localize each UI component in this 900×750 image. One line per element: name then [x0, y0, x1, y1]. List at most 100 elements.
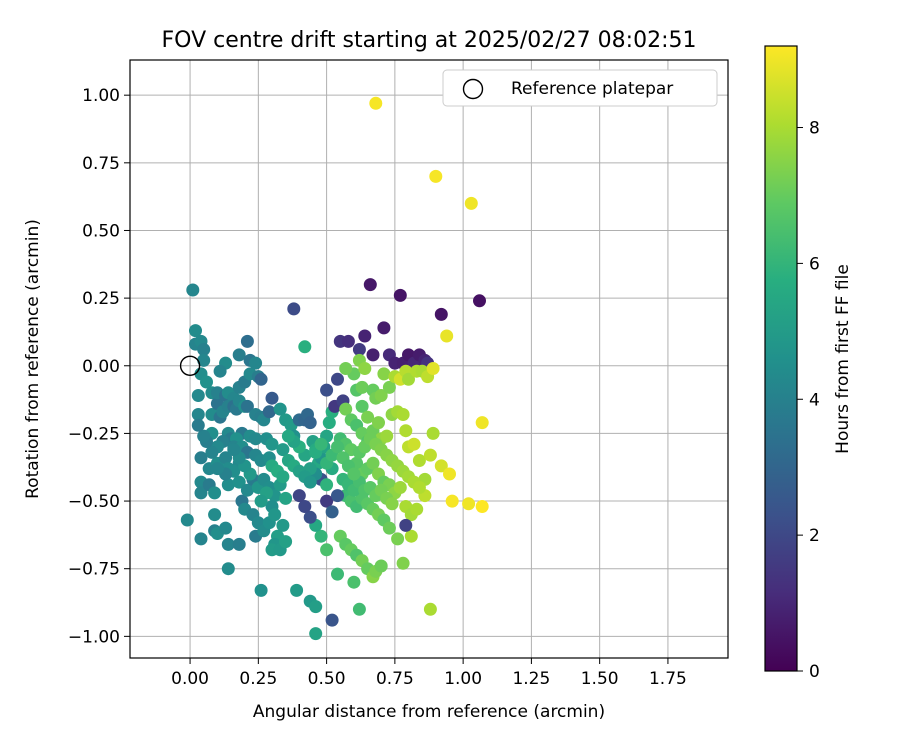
data-point	[369, 96, 383, 110]
data-point	[221, 537, 235, 551]
data-point	[232, 537, 246, 551]
data-point	[189, 324, 202, 338]
data-point	[200, 375, 213, 389]
data-point	[292, 489, 306, 503]
y-tick-label: −0.75	[68, 560, 120, 580]
data-point	[426, 362, 440, 375]
data-point	[423, 602, 437, 616]
data-point	[393, 288, 407, 302]
data-point	[240, 399, 254, 413]
data-point	[475, 500, 489, 513]
data-point	[276, 470, 290, 484]
data-point	[320, 543, 334, 557]
data-point	[227, 443, 241, 457]
data-point	[194, 486, 208, 500]
data-point	[396, 556, 410, 570]
data-point	[290, 583, 304, 597]
data-point	[197, 353, 211, 367]
data-point	[276, 443, 290, 457]
data-point	[303, 475, 317, 489]
data-point	[393, 481, 407, 494]
data-point	[399, 518, 413, 532]
data-point	[374, 389, 388, 402]
data-point	[396, 408, 410, 421]
data-point	[363, 278, 377, 292]
data-point	[210, 462, 224, 476]
data-point	[339, 402, 353, 416]
data-point	[298, 500, 312, 513]
legend-label: Reference platepar	[511, 79, 673, 99]
colorbar: 0 2 4 6 8 Hours from first FF file	[764, 45, 853, 682]
data-point	[352, 343, 366, 356]
data-point	[399, 424, 413, 438]
data-point	[221, 478, 235, 492]
data-point	[194, 532, 208, 546]
data-point	[366, 348, 380, 362]
data-point	[287, 302, 301, 316]
data-point	[213, 364, 227, 378]
legend: Reference platepar	[442, 69, 718, 107]
data-point	[276, 518, 290, 532]
data-point	[462, 497, 476, 511]
data-point	[382, 521, 396, 535]
colorbar-tick-label: 4	[809, 390, 820, 410]
x-tick-label: 1.00	[444, 669, 482, 689]
data-point	[219, 451, 233, 465]
data-point	[434, 459, 448, 473]
data-point	[374, 559, 388, 573]
data-point	[402, 372, 415, 386]
data-point	[309, 627, 323, 641]
data-point	[197, 343, 211, 356]
data-point	[180, 513, 194, 527]
data-point	[434, 307, 448, 321]
data-point	[281, 429, 295, 443]
data-point	[208, 508, 222, 522]
data-point	[322, 416, 336, 430]
data-point	[372, 416, 385, 430]
data-point	[314, 437, 328, 451]
data-point	[219, 521, 233, 535]
data-point	[205, 445, 219, 459]
colorbar-ticks: 0 2 4 6 8	[797, 119, 820, 682]
data-point	[279, 491, 293, 505]
data-point	[404, 529, 418, 543]
data-point	[208, 486, 222, 500]
colorbar-tick-label: 2	[809, 526, 820, 546]
x-tick-label: 1.25	[512, 669, 550, 689]
data-point	[445, 494, 459, 508]
data-point	[426, 426, 440, 440]
data-point	[347, 575, 361, 589]
data-point	[382, 380, 396, 394]
data-point	[303, 416, 317, 430]
data-point	[339, 362, 353, 375]
data-point	[279, 535, 293, 549]
data-point	[320, 383, 334, 397]
data-point	[249, 356, 263, 370]
data-point	[221, 562, 235, 576]
x-tick-label: 1.50	[581, 669, 619, 689]
colorbar-tick-label: 8	[809, 119, 820, 139]
colorbar-label: Hours from first FF file	[833, 264, 853, 454]
data-point	[331, 440, 344, 454]
data-point	[347, 467, 361, 481]
data-point	[268, 508, 282, 522]
colorbar-tick-label: 6	[809, 254, 820, 274]
data-point	[412, 481, 426, 494]
data-point	[385, 497, 399, 511]
scatter-points	[180, 96, 489, 641]
data-point	[380, 429, 394, 443]
chart-title: FOV centre drift starting at 2025/02/27 …	[162, 28, 697, 53]
legend-box	[442, 69, 718, 107]
data-point	[361, 410, 375, 424]
x-tick-label: 1.75	[649, 669, 687, 689]
data-point	[410, 502, 424, 516]
y-tick-label: 0.75	[82, 154, 120, 174]
data-point	[358, 329, 372, 343]
y-tick-label: −0.25	[68, 424, 120, 444]
data-point	[407, 437, 421, 451]
data-point	[355, 380, 369, 394]
data-point	[331, 489, 344, 503]
data-point	[440, 329, 454, 343]
data-point	[191, 418, 205, 432]
